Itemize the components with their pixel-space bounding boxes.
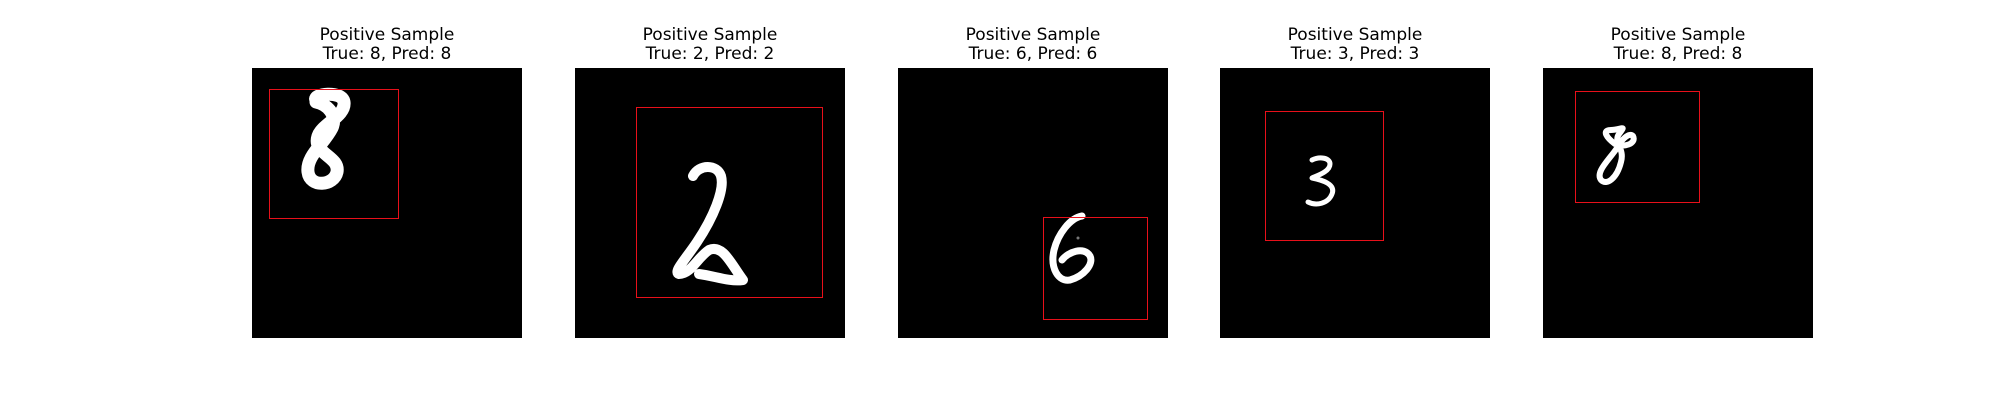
sample-image-4 xyxy=(1220,68,1490,338)
sample-panel-5: Positive Sample True: 8, Pred: 8 xyxy=(1543,0,1813,400)
sample-image-2 xyxy=(575,68,845,338)
sample-image-5 xyxy=(1543,68,1813,338)
detection-box-3 xyxy=(1043,217,1148,320)
sample-title-line2: True: 6, Pred: 6 xyxy=(968,44,1098,64)
sample-title-line1: Positive Sample xyxy=(1610,25,1746,45)
detection-box-1 xyxy=(269,89,399,219)
sample-title-line1: Positive Sample xyxy=(642,25,778,45)
sample-title-line2: True: 3, Pred: 3 xyxy=(1290,44,1420,64)
sample-image-3 xyxy=(898,68,1168,338)
sample-panel-4: Positive Sample True: 3, Pred: 3 xyxy=(1220,0,1490,400)
sample-image-1 xyxy=(252,68,522,338)
sample-title-2: Positive Sample True: 2, Pred: 2 xyxy=(535,26,885,64)
sample-title-line1: Positive Sample xyxy=(319,25,455,45)
digit-8-drawing xyxy=(301,87,351,190)
sample-title-line2: True: 8, Pred: 8 xyxy=(322,44,452,64)
digit-6-drawing xyxy=(1049,212,1095,284)
sample-title-4: Positive Sample True: 3, Pred: 3 xyxy=(1180,26,1530,64)
detection-box-2 xyxy=(636,107,823,298)
sample-title-line2: True: 2, Pred: 2 xyxy=(645,44,775,64)
detection-box-4 xyxy=(1265,111,1384,241)
sample-title-line2: True: 8, Pred: 8 xyxy=(1613,44,1743,64)
sample-panel-2: Positive Sample True: 2, Pred: 2 xyxy=(575,0,845,400)
sample-title-1: Positive Sample True: 8, Pred: 8 xyxy=(212,26,562,64)
sample-panel-3: Positive Sample True: 6, Pred: 6 xyxy=(898,0,1168,400)
sample-title-5: Positive Sample True: 8, Pred: 8 xyxy=(1503,26,1853,64)
digit-2-drawing xyxy=(672,162,748,286)
sample-title-line1: Positive Sample xyxy=(1287,25,1423,45)
sample-title-line1: Positive Sample xyxy=(965,25,1101,45)
digit-3-drawing xyxy=(1305,155,1336,207)
detection-box-5 xyxy=(1575,91,1700,203)
sample-panel-1: Positive Sample True: 8, Pred: 8 xyxy=(252,0,522,400)
digit-8-drawing xyxy=(1596,125,1637,185)
sample-title-3: Positive Sample True: 6, Pred: 6 xyxy=(858,26,1208,64)
